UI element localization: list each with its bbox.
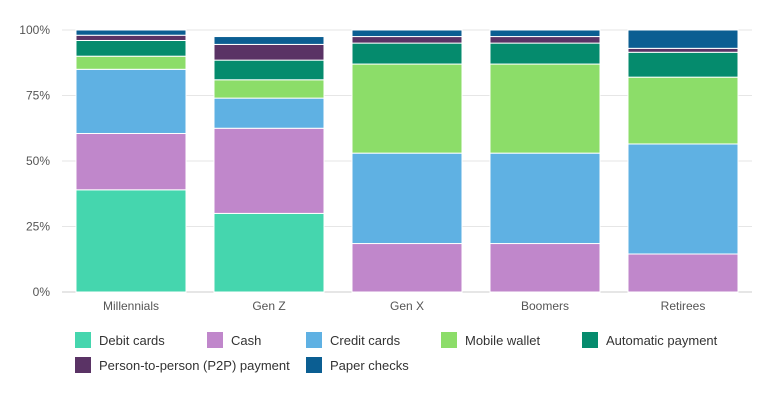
bar-segment[interactable] — [213, 127, 325, 214]
legend-label: Mobile wallet — [465, 332, 541, 348]
x-tick-label: Millennials — [103, 299, 159, 310]
bar-segment[interactable] — [351, 29, 463, 38]
bar-segment[interactable] — [75, 39, 187, 57]
bar-segment[interactable] — [75, 29, 187, 36]
bar-segment[interactable] — [627, 253, 739, 293]
legend-item-mobile-wallet[interactable]: Mobile wallet — [441, 330, 540, 350]
legend-label: Automatic payment — [606, 332, 718, 348]
legend-swatch — [582, 332, 598, 348]
legend-item-p2p-payment[interactable]: Person-to-person (P2P) payment — [75, 355, 290, 375]
legend-swatch — [306, 332, 322, 348]
y-tick-label: 100% — [19, 23, 50, 37]
bar-segment[interactable] — [489, 63, 601, 154]
y-tick-label: 50% — [26, 154, 50, 168]
y-tick-label: 0% — [33, 285, 51, 299]
legend-label: Cash — [231, 332, 262, 348]
bar-segment[interactable] — [351, 42, 463, 65]
bar-segment[interactable] — [351, 36, 463, 44]
bar-segment[interactable] — [213, 59, 325, 81]
bars — [75, 29, 739, 293]
bar-segment[interactable] — [627, 51, 739, 78]
bar-segment[interactable] — [75, 68, 187, 134]
bar-segment[interactable] — [627, 29, 739, 49]
bar-segment[interactable] — [75, 55, 187, 70]
legend-item-credit-cards[interactable]: Credit cards — [306, 330, 400, 350]
x-tick-label: Gen X — [390, 299, 424, 310]
legend: Debit cards Cash Credit cards Mobile wal… — [0, 322, 770, 392]
legend-label: Debit cards — [99, 332, 165, 348]
legend-label: Person-to-person (P2P) payment — [99, 357, 290, 373]
bar-segment[interactable] — [627, 47, 739, 53]
y-tick-label: 75% — [26, 89, 50, 103]
bar-segment[interactable] — [75, 34, 187, 41]
bar-segment[interactable] — [75, 189, 187, 293]
bar-segment[interactable] — [213, 36, 325, 45]
y-tick-label: 25% — [26, 220, 50, 234]
bar-segment[interactable] — [213, 212, 325, 293]
y-axis-ticks: 0% 25% 50% 75% 100% — [19, 23, 50, 299]
bar-segment[interactable] — [213, 97, 325, 129]
bar-segment[interactable] — [213, 79, 325, 99]
x-tick-label: Boomers — [521, 299, 569, 310]
bar-segment[interactable] — [489, 29, 601, 38]
bar-segment[interactable] — [351, 152, 463, 245]
x-axis-ticks: Millennials Gen Z Gen X Boomers Retirees — [103, 299, 705, 310]
x-tick-label: Retirees — [661, 299, 706, 310]
legend-item-cash[interactable]: Cash — [207, 330, 261, 350]
bar-segment[interactable] — [213, 43, 325, 61]
bar-segment[interactable] — [489, 152, 601, 245]
bar-segment[interactable] — [627, 143, 739, 255]
bar-segment[interactable] — [627, 76, 739, 145]
bar-segment[interactable] — [351, 63, 463, 154]
bar-segment[interactable] — [489, 243, 601, 293]
bar-segment[interactable] — [489, 36, 601, 44]
legend-swatch — [441, 332, 457, 348]
bar-segment[interactable] — [351, 243, 463, 293]
stacked-bar-chart: 0% 25% 50% 75% 100% Millennials Gen Z Gen X Boo… — [19, 23, 752, 310]
legend-swatch — [207, 332, 223, 348]
bar-segment[interactable] — [75, 132, 187, 191]
bar-segment[interactable] — [489, 42, 601, 65]
legend-item-automatic-payment[interactable]: Automatic payment — [582, 330, 717, 350]
legend-item-debit-cards[interactable]: Debit cards — [75, 330, 165, 350]
legend-label: Paper checks — [330, 357, 409, 373]
legend-swatch — [75, 332, 91, 348]
legend-label: Credit cards — [330, 332, 401, 348]
legend-swatch — [306, 357, 322, 373]
x-tick-label: Gen Z — [252, 299, 285, 310]
legend-item-paper-checks[interactable]: Paper checks — [306, 355, 409, 375]
legend-swatch — [75, 357, 91, 373]
